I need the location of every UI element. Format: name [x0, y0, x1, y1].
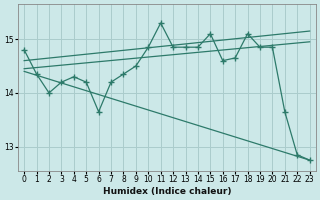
X-axis label: Humidex (Indice chaleur): Humidex (Indice chaleur) [103, 187, 231, 196]
